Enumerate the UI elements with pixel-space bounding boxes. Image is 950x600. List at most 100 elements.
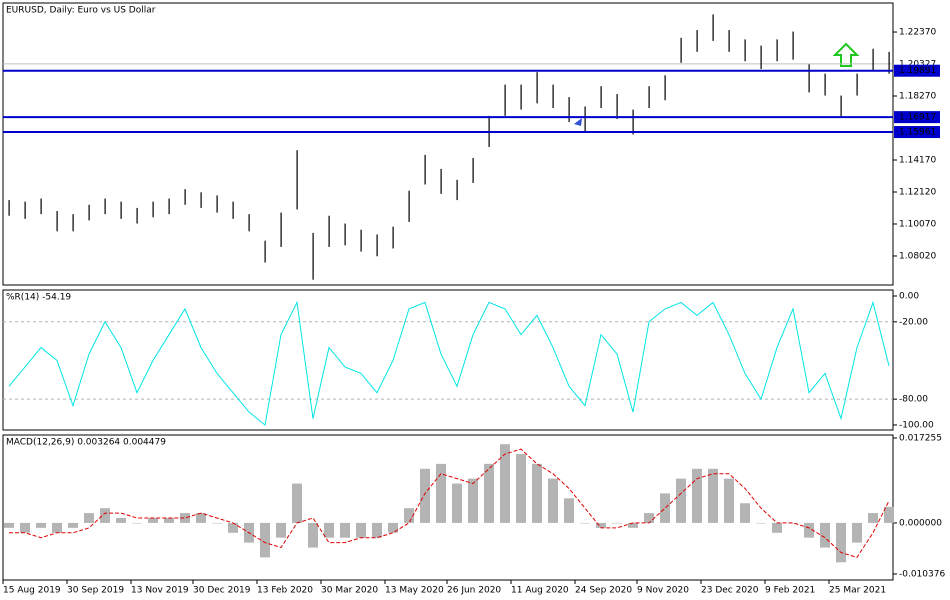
signal-line bbox=[9, 448, 890, 558]
y-tick-label: 1.14170 bbox=[899, 155, 936, 165]
x-tick-label: 13 Feb 2020 bbox=[257, 586, 313, 596]
macd-bar bbox=[132, 522, 142, 524]
price-bar bbox=[184, 189, 186, 205]
price-bar bbox=[88, 204, 90, 221]
macd-bar bbox=[612, 522, 622, 524]
price-bar bbox=[776, 39, 778, 62]
macd-bar bbox=[484, 463, 494, 523]
macd-bar bbox=[836, 522, 846, 563]
price-bar bbox=[56, 211, 58, 232]
current-price-label: 1.20327 bbox=[899, 59, 936, 69]
price-bar bbox=[424, 154, 426, 185]
macd-bar bbox=[340, 522, 350, 538]
macd-bar bbox=[148, 518, 158, 523]
y-tick-label: 0.017255 bbox=[899, 434, 942, 444]
price-bar bbox=[680, 37, 682, 63]
price-bar bbox=[40, 198, 42, 215]
y-tick-label: -80.00 bbox=[899, 395, 928, 405]
price-bar bbox=[568, 97, 570, 123]
y-tick-label: -0.010376 bbox=[899, 570, 945, 580]
x-tick-label: 13 May 2020 bbox=[385, 586, 444, 596]
price-bar bbox=[24, 201, 26, 219]
price-panel bbox=[2, 2, 894, 286]
macd-bar bbox=[532, 463, 542, 523]
macd-bar bbox=[388, 522, 398, 533]
y-tick-label: 1.18270 bbox=[899, 92, 936, 102]
macd-bar bbox=[452, 483, 462, 523]
x-tick-label: 30 Mar 2020 bbox=[321, 586, 378, 596]
y-tick-label: -100.00 bbox=[899, 420, 934, 430]
macd-bar bbox=[324, 522, 334, 538]
price-bar bbox=[520, 84, 522, 110]
price-bar bbox=[216, 195, 218, 213]
macd-bar bbox=[516, 454, 526, 523]
macd-bar bbox=[164, 518, 174, 523]
x-tick-label: 24 Sep 2020 bbox=[575, 586, 632, 596]
price-bar bbox=[472, 157, 474, 183]
macd-bar bbox=[180, 513, 190, 523]
macd-bar bbox=[68, 522, 78, 528]
macd-bar bbox=[4, 522, 14, 528]
macd-bar bbox=[356, 522, 366, 538]
price-bar bbox=[616, 93, 618, 119]
price-level-box bbox=[894, 126, 940, 139]
wpr-line bbox=[8, 300, 890, 426]
price-bar bbox=[696, 29, 698, 52]
macd-bar bbox=[692, 468, 702, 523]
macd-bar bbox=[868, 513, 878, 523]
price-bar bbox=[872, 48, 874, 71]
macd-bar bbox=[724, 478, 734, 523]
price-bar bbox=[456, 179, 458, 201]
price-bar bbox=[72, 214, 74, 232]
price-bar bbox=[792, 31, 794, 60]
x-tick-label: 30 Dec 2019 bbox=[193, 586, 251, 596]
price-bar bbox=[248, 214, 250, 232]
x-tick-label: 23 Dec 2020 bbox=[701, 586, 759, 596]
macd-bar bbox=[804, 522, 814, 538]
price-bar bbox=[760, 45, 762, 70]
price-bar bbox=[600, 86, 602, 109]
macd-bar bbox=[580, 522, 590, 524]
macd-bar bbox=[468, 478, 478, 523]
macd-bar bbox=[772, 522, 782, 533]
price-level-box bbox=[894, 111, 940, 124]
buy-arrow bbox=[832, 42, 860, 67]
price-bar bbox=[744, 39, 746, 62]
price-level-box bbox=[894, 64, 940, 77]
macd-bar bbox=[660, 493, 670, 523]
price-level-label: 1.16917 bbox=[899, 113, 936, 123]
y-tick-label: -20.00 bbox=[899, 317, 928, 327]
x-tick-label: 13 Nov 2019 bbox=[131, 586, 189, 596]
macd-bar bbox=[884, 506, 894, 523]
price-bar bbox=[264, 240, 266, 263]
price-bar bbox=[104, 198, 106, 215]
price-bar bbox=[504, 84, 506, 116]
macd-bar bbox=[372, 522, 382, 538]
price-bar bbox=[440, 168, 442, 194]
y-tick-label: 1.10070 bbox=[899, 219, 936, 229]
price-bar bbox=[152, 201, 154, 218]
macd-bar bbox=[196, 513, 206, 523]
price-bar bbox=[296, 150, 298, 210]
macd-bar bbox=[596, 522, 606, 528]
macd-bar bbox=[436, 463, 446, 523]
x-tick-label: 9 Feb 2021 bbox=[765, 586, 815, 596]
y-tick-label: 1.08020 bbox=[899, 251, 936, 261]
macd-bar bbox=[260, 522, 270, 558]
macd-bar bbox=[116, 518, 126, 523]
macd-bar bbox=[708, 468, 718, 523]
macd-bar bbox=[644, 513, 654, 523]
price-bar bbox=[392, 226, 394, 249]
x-tick-label: 26 Jun 2020 bbox=[447, 586, 501, 596]
macd-bar bbox=[852, 522, 862, 543]
macd-bar bbox=[308, 522, 318, 548]
y-tick-label: 1.12120 bbox=[899, 187, 936, 197]
price-bar bbox=[888, 51, 890, 74]
price-level-label: 1.19891 bbox=[899, 66, 936, 76]
y-tick-label: 1.22370 bbox=[899, 28, 936, 38]
panel-title: %R(14) -54.19 bbox=[6, 293, 71, 303]
price-bar bbox=[824, 73, 826, 96]
macd-bar bbox=[548, 478, 558, 523]
x-tick-label: 9 Nov 2020 bbox=[637, 586, 689, 596]
